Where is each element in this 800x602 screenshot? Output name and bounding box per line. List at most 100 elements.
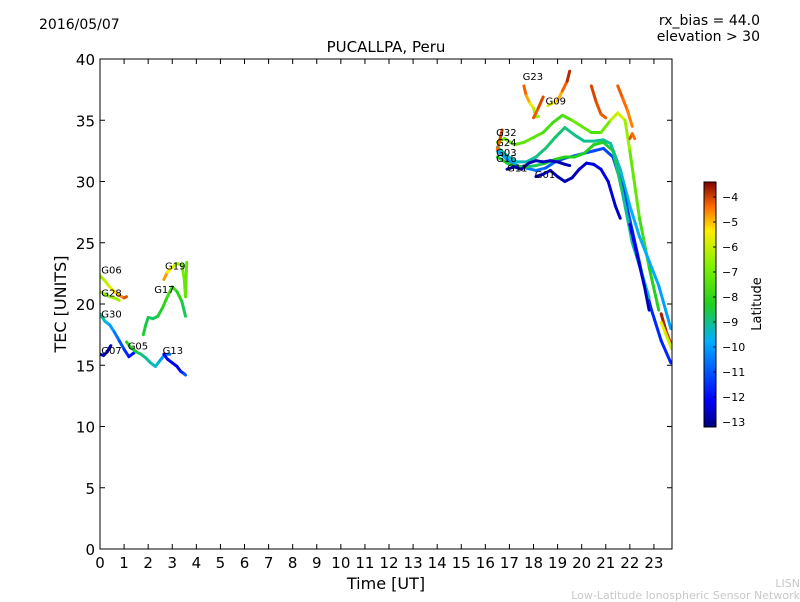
series-segment [175,290,184,304]
x-tick-label: 14 [428,554,447,572]
series-segment [570,118,584,128]
series-label: G28 [101,289,121,300]
series-segment [182,372,187,377]
series-segment [532,131,545,139]
series-G32 [495,111,661,312]
series-segment [601,146,615,159]
series-segment [577,161,589,171]
series-segment [560,113,574,122]
series-G09 [532,95,545,120]
series-segment [541,121,555,134]
x-tick-label: 20 [572,554,591,572]
rx-bias-label: rx_bias = 44.0 [658,13,760,29]
series-layer [100,69,672,377]
series-segment [592,146,605,153]
series-segment [599,112,608,120]
series-G03 [495,146,672,365]
series-segment [613,204,622,220]
series-G17 [141,285,187,337]
x-tick-label: 16 [476,554,495,572]
series-segment [592,140,605,147]
series-segment [594,100,603,116]
y-tick-label: 35 [76,112,95,130]
x-tick-label: 22 [620,554,639,572]
axis-ticks: 0 1 2 3 4 5 6 7 8 9 10 11 12 13 14 15 16 17 18 19 20 21 22 2305… [76,51,672,572]
y-tick-label: 20 [76,296,95,314]
series-label: G23 [523,72,543,83]
series-segment [606,180,617,208]
series-segment [650,308,663,343]
series-segment [522,135,536,144]
x-tick-label: 11 [355,554,374,572]
colorbar-tick-label: −7 [722,266,738,279]
x-tick-label: 19 [548,554,567,572]
x-tick-label: 9 [312,554,322,572]
series-G05 [124,340,172,368]
credit-short: LISN [775,577,800,590]
series-label: G06 [101,265,121,276]
series-G01 [534,161,622,220]
series-segment [616,84,625,100]
colorbar-tick-label: −5 [722,216,738,229]
series-G13 [162,352,187,377]
series-G28 [100,290,121,302]
series-segment [112,296,121,302]
series-segment [623,118,632,153]
y-tick-label: 30 [76,174,95,192]
series-segment [544,135,557,150]
series-segment [556,89,564,103]
series-segment [117,339,126,351]
series-segment [553,155,567,161]
series-segment [180,263,186,281]
series-segment [628,222,639,257]
series-segment [630,132,637,141]
series-segment [570,167,581,180]
series-segment [505,154,519,164]
series-segment [628,204,641,239]
series-segment [616,111,627,122]
series-segment [553,126,567,139]
series-segment [601,140,615,153]
colorbar-ticks: −4 −5 −6 −7 −8 −9 −10 −11 −12 −13 [713,191,745,429]
series-G24 [495,126,672,330]
x-tick-label: 4 [192,554,202,572]
series-segment [628,149,641,220]
series-segment [637,235,651,263]
series-segment [532,106,540,120]
series-label: G32 [496,128,516,139]
series-G30 [100,312,136,359]
series-G-east3 [628,132,637,141]
series-segment [495,149,509,161]
series-segment [127,351,136,359]
x-tick-label: 13 [404,554,423,572]
series-segment [105,344,113,354]
series-segment [522,84,528,98]
y-tick-label: 15 [76,357,95,375]
series-G-east2 [616,84,634,128]
y-tick-label: 25 [76,235,95,253]
x-tick-label: 10 [331,554,350,572]
series-segment [165,285,174,299]
series-segment [534,146,548,159]
series-segment [551,113,564,125]
x-tick-label: 23 [644,554,663,572]
series-label: G30 [101,309,121,320]
series-segment [156,306,165,318]
series-G-east1 [589,84,608,120]
series-segment [519,161,531,171]
series-label: G07 [101,346,121,357]
y-tick-label: 5 [85,480,95,498]
series-segment [180,300,187,318]
colorbar-tick-label: −10 [722,341,745,354]
colorbar-label: Latitude [750,277,765,331]
series-segment [599,167,610,183]
y-tick-label: 10 [76,419,95,437]
colorbar [703,181,717,428]
y-tick-label: 40 [76,51,95,69]
series-segment [534,161,548,168]
series-segment [563,162,572,168]
series-G-east4 [628,222,651,312]
x-tick-label: 0 [95,554,105,572]
x-tick-label: 12 [379,554,398,572]
series-label: G16 [496,154,516,165]
